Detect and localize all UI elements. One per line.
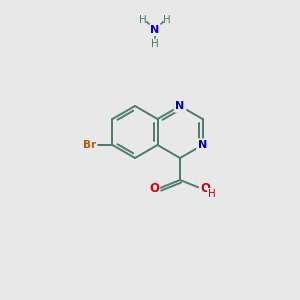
Text: O: O	[200, 182, 210, 194]
Text: H: H	[151, 39, 159, 49]
Text: H: H	[208, 189, 216, 199]
Text: N: N	[150, 25, 160, 35]
Text: H: H	[163, 15, 171, 25]
Text: H: H	[139, 15, 147, 25]
Text: N: N	[176, 101, 185, 111]
Text: Br: Br	[83, 140, 96, 150]
Text: N: N	[198, 140, 207, 150]
Text: O: O	[149, 182, 159, 194]
